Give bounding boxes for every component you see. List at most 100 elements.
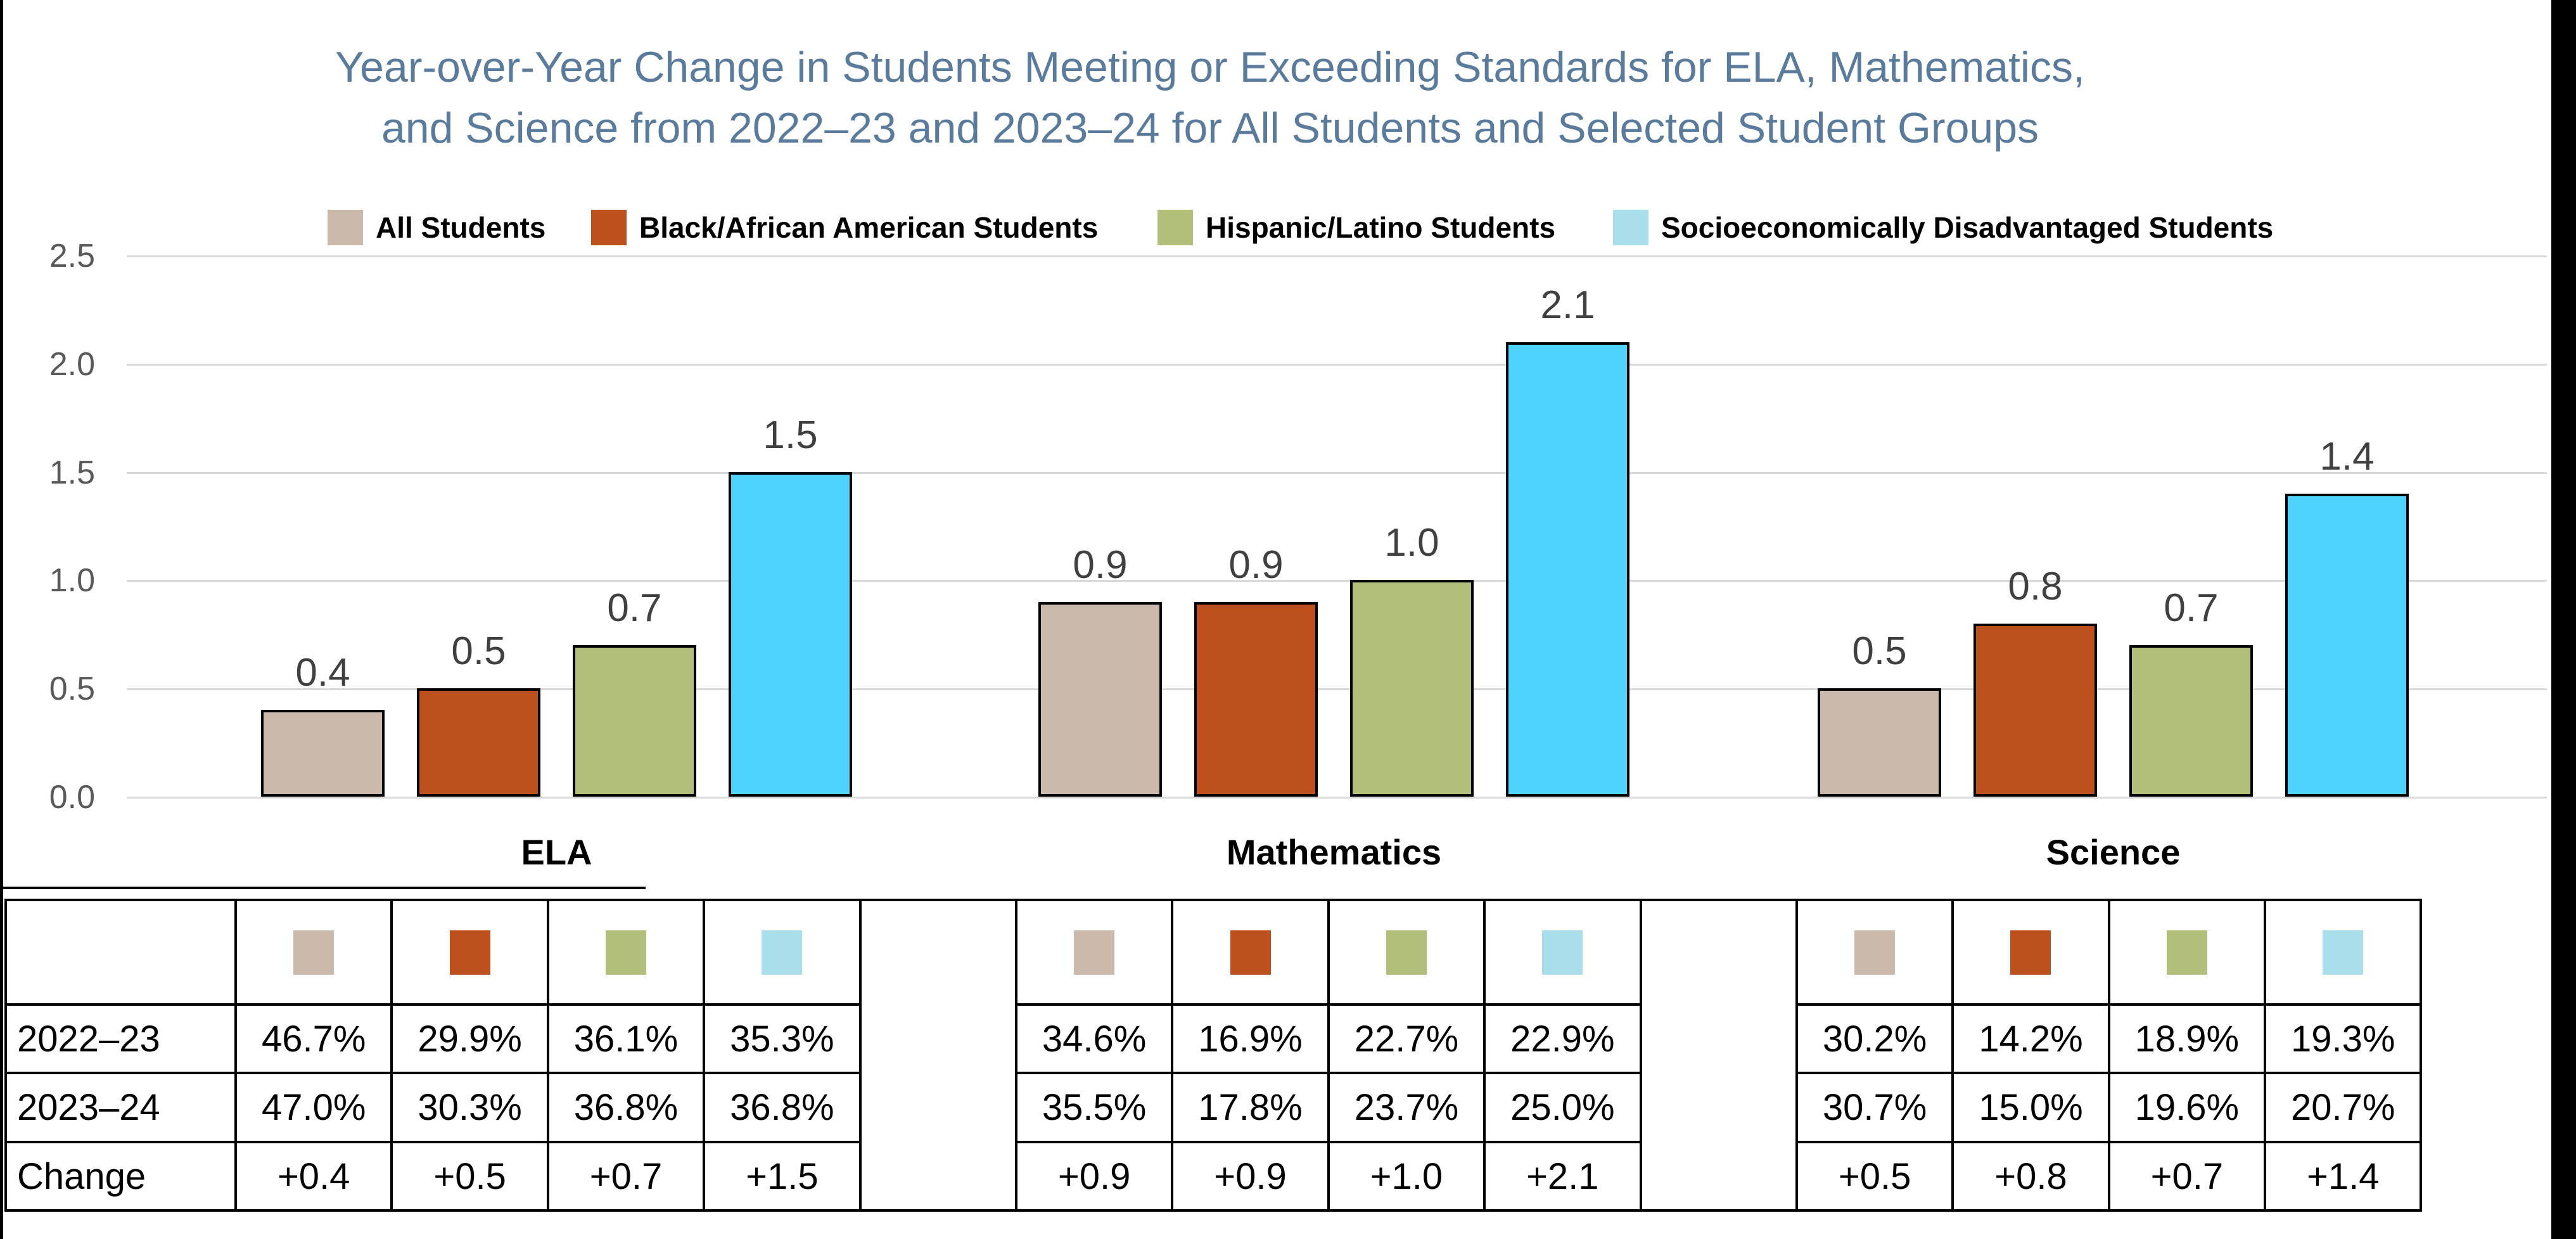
gridline — [127, 472, 2547, 474]
y-axis-tick-label: 0.5 — [49, 671, 95, 708]
gridline — [127, 688, 2547, 691]
bar-value-label: 0.5 — [1852, 629, 1907, 674]
data-table: 2022–23 46.7% 29.9% 36.1% 35.3% 34.6% 16.9% 22.… — [4, 899, 2423, 1212]
bar — [1818, 688, 1941, 797]
table-value-cell: 22.7% — [1329, 1006, 1486, 1074]
table-value-cell: 46.7% — [237, 1006, 393, 1074]
table-series-swatch — [762, 930, 803, 975]
table-value-cell: 15.0% — [1954, 1074, 2110, 1143]
bar-value-label: 0.5 — [451, 629, 506, 674]
category-label: Mathematics — [1226, 832, 1442, 872]
y-axis-tick-label: 2.5 — [49, 238, 95, 274]
table-row-label-cell: 2022–23 — [7, 1006, 237, 1074]
table-swatch-cell — [393, 901, 549, 1006]
right-edge-bar — [2551, 0, 2576, 1239]
table-series-swatch — [1854, 930, 1896, 975]
table-swatch-cell — [705, 901, 862, 1006]
legend-label: Black/African American Students — [639, 211, 1099, 244]
table-gap-cell — [861, 1143, 1017, 1212]
legend-item: Hispanic/Latino Students — [1157, 209, 1555, 246]
gridline — [127, 363, 2547, 366]
legend-item: Socioeconomically Disadvantaged Students — [1613, 209, 2273, 246]
table-value-cell: +0.9 — [1173, 1143, 1330, 1212]
table-series-swatch — [1386, 930, 1427, 975]
bar-value-label: 1.0 — [1384, 521, 1439, 565]
table-value-cell: 22.9% — [1486, 1006, 1642, 1074]
table-value-cell: +0.5 — [393, 1143, 549, 1212]
table-series-swatch — [605, 930, 646, 975]
table-series-swatch — [1074, 930, 1115, 975]
table-gap-cell — [1642, 1074, 1798, 1143]
table-swatch-cell — [1017, 901, 1174, 1006]
table-value-cell: 29.9% — [393, 1006, 549, 1074]
table-swatch-cell — [1797, 901, 1954, 1006]
bar-value-label: 2.1 — [1540, 283, 1595, 327]
table-value-cell: +0.7 — [549, 1143, 706, 1212]
bar-value-label: 1.5 — [763, 413, 818, 457]
gridline — [127, 255, 2547, 257]
table-value-cell: 47.0% — [237, 1074, 393, 1143]
table-value-cell: 36.8% — [549, 1074, 706, 1143]
table-swatch-cell — [2266, 901, 2423, 1006]
table-value-cell: 36.1% — [549, 1006, 706, 1074]
bar — [261, 710, 385, 797]
table-value-cell: +2.1 — [1486, 1143, 1642, 1212]
bar-value-label: 0.9 — [1073, 542, 1128, 587]
table-row-label-cell: 2023–24 — [7, 1074, 237, 1143]
table-value-cell: 14.2% — [1954, 1006, 2110, 1074]
legend-swatch — [591, 210, 627, 245]
table-value-cell: 17.8% — [1173, 1074, 1330, 1143]
table-series-swatch — [293, 930, 335, 975]
table-series-swatch — [2166, 930, 2207, 975]
table-swatch-cell — [1486, 901, 1642, 1006]
gridline — [127, 580, 2547, 582]
table-value-cell: 19.3% — [2266, 1006, 2423, 1074]
table-value-cell: 35.5% — [1017, 1074, 1174, 1143]
bar-value-label: 0.7 — [2164, 586, 2219, 630]
table-value-cell: +0.7 — [2110, 1143, 2267, 1212]
table-swatch-cell — [1329, 901, 1486, 1006]
table-value-cell: 25.0% — [1486, 1074, 1642, 1143]
bar — [1038, 601, 1162, 797]
bar — [2285, 493, 2409, 797]
table-value-cell: 20.7% — [2266, 1074, 2423, 1143]
table-gap-cell — [861, 1006, 1017, 1074]
category-label: Science — [2046, 832, 2181, 872]
table-value-cell: 30.2% — [1797, 1006, 1954, 1074]
table-row-label-cell — [7, 901, 237, 1006]
table-gap-cell — [1642, 1143, 1798, 1212]
table-value-cell: +0.9 — [1017, 1143, 1174, 1212]
bar — [1194, 601, 1318, 797]
legend-label: All Students — [376, 211, 546, 244]
legend-swatch — [328, 210, 363, 245]
bar — [2129, 645, 2253, 797]
table-value-cell: +1.5 — [705, 1143, 862, 1212]
table-row-label-cell: Change — [7, 1143, 237, 1212]
table-value-cell: +1.4 — [2266, 1143, 2423, 1212]
left-edge-border — [0, 0, 3, 1239]
table-value-cell: +0.5 — [1797, 1143, 1954, 1212]
bar — [417, 688, 540, 797]
bar-value-label: 0.8 — [2008, 564, 2063, 608]
table-series-swatch — [2010, 930, 2051, 975]
bar — [1973, 623, 2097, 797]
bar-value-label: 0.7 — [607, 586, 662, 630]
chart-title: Year-over-Year Change in Students Meetin… — [0, 37, 2420, 158]
table-series-swatch — [1230, 930, 1271, 975]
table-value-cell: 16.9% — [1173, 1006, 1330, 1074]
legend-item: All Students — [328, 209, 545, 246]
table-value-cell: +0.8 — [1954, 1143, 2110, 1212]
bar-value-label: 1.4 — [2319, 434, 2375, 478]
category-label: ELA — [521, 832, 592, 872]
divider-line — [0, 887, 646, 889]
bar — [1350, 580, 1474, 797]
chart-title-line1: Year-over-Year Change in Students Meetin… — [335, 43, 2085, 91]
table-swatch-cell — [549, 901, 706, 1006]
bar-value-label: 0.4 — [295, 651, 350, 695]
table-value-cell: 30.7% — [1797, 1074, 1954, 1143]
table-series-swatch — [449, 930, 490, 975]
table-value-cell: 34.6% — [1017, 1006, 1174, 1074]
table-gap-cell — [861, 901, 1017, 1006]
chart-title-line2: and Science from 2022–23 and 2023–24 for… — [381, 104, 2039, 152]
table-swatch-cell — [237, 901, 393, 1006]
